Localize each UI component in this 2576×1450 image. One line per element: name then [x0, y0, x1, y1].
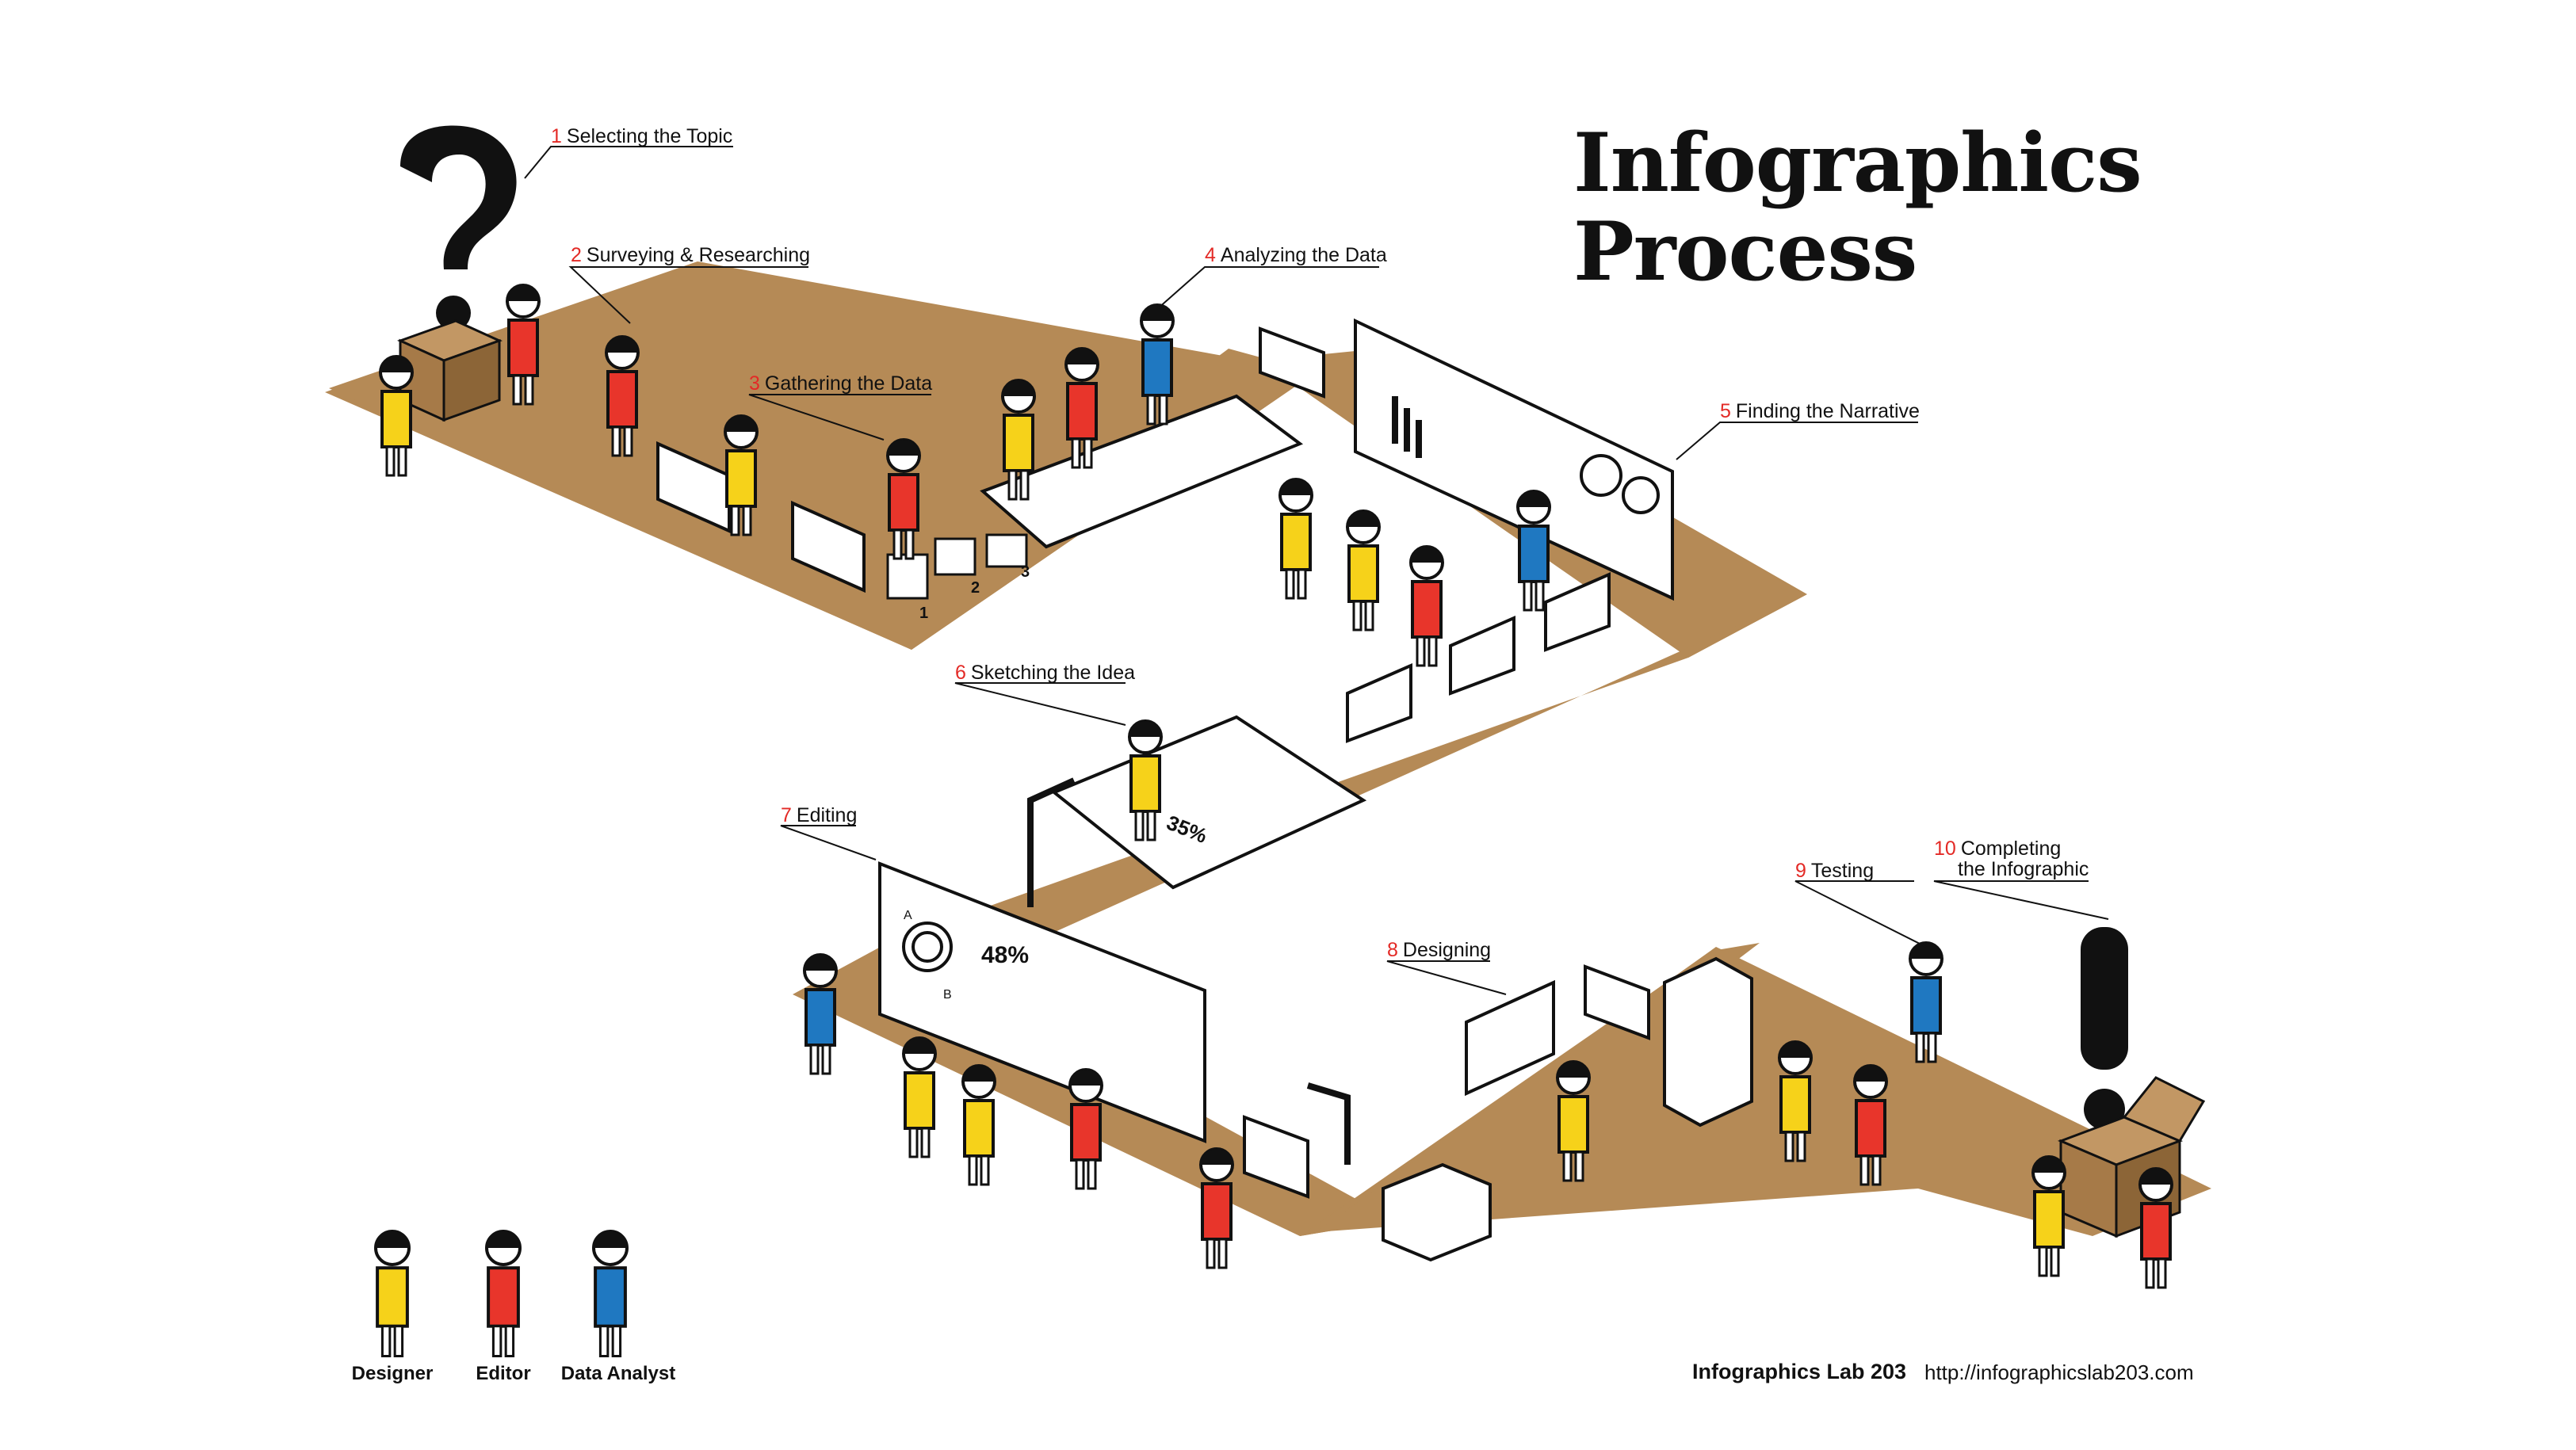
person-figure [1128, 719, 1163, 841]
step-number: 3 [749, 372, 760, 395]
step-number: 1 [551, 125, 562, 147]
person-figure [961, 1064, 996, 1186]
person-figure [1556, 1060, 1591, 1182]
step-7-callout: 7 Editing [781, 804, 857, 827]
step-label: Analyzing the Data [1220, 244, 1387, 266]
legend-designer-label: Designer [351, 1363, 434, 1384]
monitors [656, 326, 1650, 1199]
step-label: Sketching the Idea [970, 662, 1135, 684]
person-figure [1140, 303, 1175, 425]
person-figure [2031, 1155, 2066, 1277]
step-number: 5 [1720, 400, 1731, 422]
person-figure [1199, 1147, 1234, 1269]
step-9-callout: 9 Testing [1795, 860, 1874, 883]
edit-percent: 48% [981, 942, 1029, 968]
legend-analyst-figure [592, 1230, 629, 1357]
narrative-board [1354, 318, 1674, 601]
drawer-cabinet [1382, 1162, 1492, 1262]
step-label: Selecting the Topic [566, 125, 733, 147]
floor-segment-bottom-long [1316, 947, 2211, 1236]
step-number: 4 [1205, 244, 1216, 266]
completion-box [2057, 1076, 2206, 1238]
footer-brand: Infographics Lab 203 [1692, 1360, 1907, 1383]
step-label: Finding the Narrative [1735, 400, 1920, 422]
legend-editor-label: Editor [476, 1363, 531, 1384]
step-6-callout: 6 Sketching the Idea [955, 662, 1135, 685]
person-figure [902, 1036, 937, 1158]
stack-1-label: 1 [919, 605, 928, 622]
person-figure [605, 335, 640, 457]
step-1-callout: 1 Selecting the Topic [551, 125, 732, 148]
step-3-callout: 3 Gathering the Data [749, 372, 932, 395]
person-figure [1409, 545, 1444, 667]
page-title: Infographics Process [1573, 119, 2142, 296]
person-figure [1068, 1068, 1103, 1190]
step-2-callout: 2 Surveying & Researching [571, 244, 810, 267]
person-figure [506, 284, 541, 406]
person-figure [803, 953, 838, 1075]
person-figure [1001, 379, 1036, 501]
legend-analyst-label: Data Analyst [560, 1363, 676, 1384]
legend-editor-figure [485, 1230, 522, 1357]
bookshelf [1663, 956, 1753, 1128]
question-mark-icon [400, 125, 517, 330]
person-figure [1278, 478, 1313, 600]
step-label: Testing [1810, 860, 1875, 882]
step-number: 2 [571, 244, 582, 266]
title-line-1: Infographics [1573, 116, 2142, 211]
step-label: Designing [1402, 939, 1492, 961]
title-line-2: Process [1573, 204, 1917, 300]
person-figure [1346, 509, 1381, 632]
step-number: 7 [781, 804, 792, 826]
desk-lamps [1027, 777, 1351, 1165]
person-figure [886, 438, 921, 560]
step-number: 9 [1795, 860, 1806, 882]
footer-url-link[interactable]: http://infographicslab203.com [1924, 1360, 2194, 1384]
person-figure [1909, 941, 1943, 1063]
legend-designer-figure [374, 1230, 411, 1357]
step-label: Completing [1960, 838, 2062, 860]
step-label: Gathering the Data [764, 372, 933, 395]
stack-3-label: 3 [1021, 563, 1030, 581]
step-label-line-2: the Infographic [1958, 858, 2089, 880]
legend-figures [374, 1230, 629, 1357]
step-number: 10 [1934, 838, 1956, 860]
data-stacks: 1 2 3 [886, 533, 1030, 622]
stack-2-label: 2 [971, 579, 980, 597]
person-figure [1064, 347, 1099, 469]
exclamation-mark-icon [2081, 927, 2128, 1130]
person-figure [2138, 1167, 2173, 1289]
person-figure [1853, 1064, 1888, 1186]
step-label: Surveying & Researching [586, 244, 810, 266]
person-figure [724, 414, 759, 536]
step-10-callout: 10 Completing the Infographic [1934, 838, 2089, 880]
topic-box [397, 319, 503, 422]
step-number: 6 [955, 662, 966, 684]
analysis-table [980, 394, 1304, 549]
people-figures [379, 284, 2173, 1289]
person-figure [1778, 1040, 1813, 1162]
step-8-callout: 8 Designing [1387, 939, 1491, 962]
sketch-table: 35% [1051, 715, 1367, 890]
editing-board: 48% A B [878, 861, 1206, 1143]
step-number: 8 [1387, 939, 1398, 961]
callout-leaders [524, 146, 2109, 995]
step-5-callout: 5 Finding the Narrative [1720, 400, 1920, 423]
person-figure [1516, 490, 1551, 612]
step-4-callout: 4 Analyzing the Data [1205, 244, 1387, 267]
edit-label-a: A [904, 909, 912, 922]
step-label: Editing [796, 804, 858, 826]
person-figure [379, 355, 414, 477]
edit-label-b: B [943, 988, 952, 1002]
